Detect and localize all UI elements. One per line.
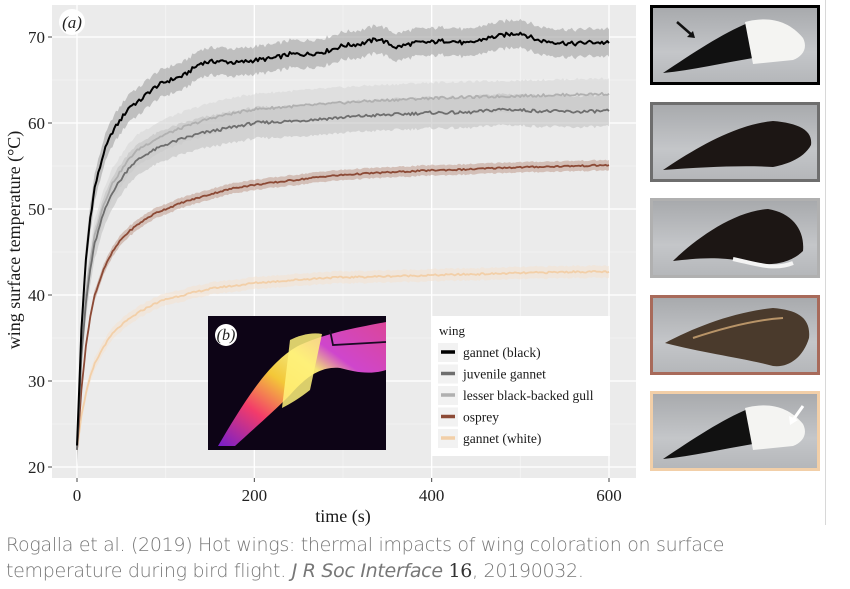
legend-label: gannet (black) <box>463 345 541 360</box>
wing-illustration <box>673 209 804 269</box>
x-tick-label: 200 <box>242 486 268 505</box>
legend-title: wing <box>439 323 466 338</box>
legend-label: osprey <box>463 410 499 425</box>
y-axis-title: wing surface temperature (°C) <box>4 131 25 350</box>
chart: 20 30 40 50 60 70 0 200 400 600 (a) time (s) win… <box>4 5 636 527</box>
citation-caption: Rogalla et al. (2019) Hot wings: thermal… <box>6 532 846 584</box>
caption-text: Rogalla et al. (2019) Hot wings: thermal… <box>6 534 725 582</box>
wing-illustration <box>663 121 812 170</box>
panel-a-label: (a) <box>62 13 82 32</box>
wing-photo-gannet-black <box>650 5 820 85</box>
series-lines <box>76 31 610 450</box>
y-axis-ticks: 20 30 40 50 60 70 <box>28 28 52 477</box>
panel-a-badge <box>59 9 85 35</box>
wing-photo-lesser-black-backed-gull <box>650 198 820 278</box>
wing-photo-juvenile-gannet <box>650 102 820 182</box>
x-axis-ticks: 0 200 400 600 <box>73 478 622 505</box>
legend-label: juvenile gannet <box>462 367 546 382</box>
caption-volume: 16 <box>448 560 473 582</box>
divider <box>825 0 826 525</box>
y-tick-label: 20 <box>28 458 45 477</box>
wing-illustration <box>663 405 805 459</box>
legend-label: gannet (white) <box>463 431 541 446</box>
line-juvenile-gannet <box>76 107 610 450</box>
legend: wing gannet (black) juvenile gannet lesser… <box>432 316 610 456</box>
caption-article: , 20190032. <box>472 560 584 582</box>
thermal-inset: (b) <box>208 316 387 450</box>
panel-b-label: (b) <box>217 327 236 344</box>
y-tick-label: 40 <box>28 286 45 305</box>
wing-photo-gannet-white <box>650 391 820 471</box>
line-gannet-black- <box>76 31 610 446</box>
x-tick-label: 400 <box>419 486 445 505</box>
y-tick-label: 50 <box>28 200 45 219</box>
line-gannet-white- <box>76 270 610 450</box>
y-tick-label: 30 <box>28 372 45 391</box>
line-osprey <box>76 163 610 450</box>
caption-journal: J R Soc Interface <box>291 560 443 582</box>
y-tick-label: 60 <box>28 114 45 133</box>
line-lesser-black-backed-gull <box>76 91 610 450</box>
wing-illustration <box>663 19 805 73</box>
wing-photo-osprey <box>650 295 820 375</box>
legend-label: lesser black-backed gull <box>463 388 594 403</box>
x-tick-label: 600 <box>596 486 622 505</box>
y-tick-label: 70 <box>28 28 45 47</box>
x-tick-label: 0 <box>73 486 82 505</box>
x-axis-title: time (s) <box>315 506 371 527</box>
wing-illustration <box>665 308 810 367</box>
